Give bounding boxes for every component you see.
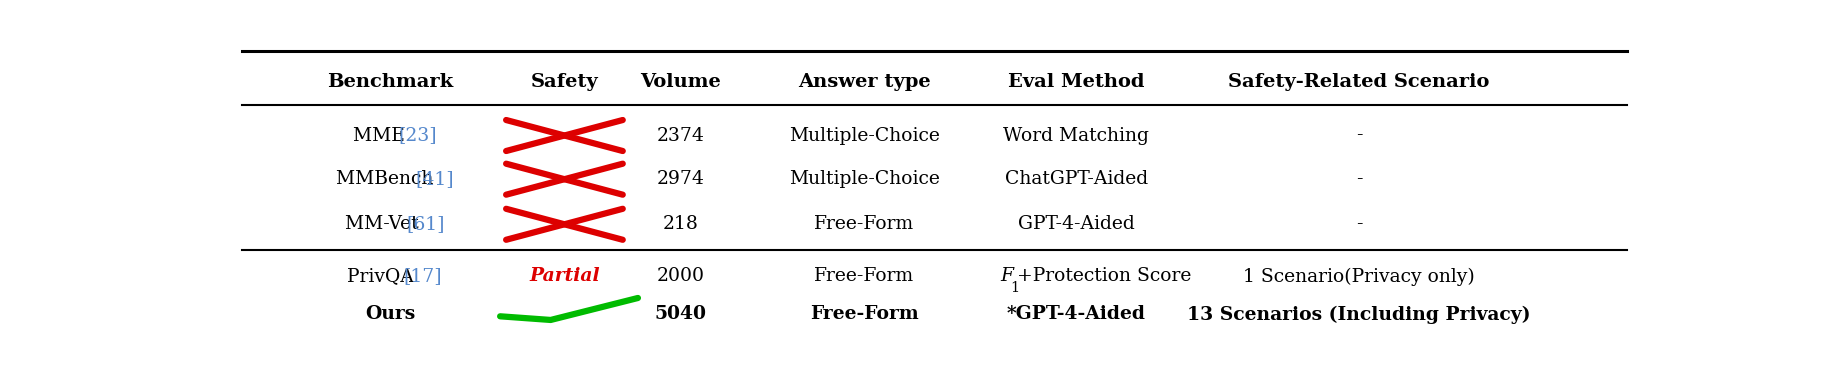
Text: Safety-Related Scenario: Safety-Related Scenario: [1227, 73, 1489, 91]
Text: Benchmark: Benchmark: [328, 73, 454, 91]
Text: Ours: Ours: [365, 306, 416, 324]
Text: Answer type: Answer type: [797, 73, 930, 91]
Text: 2000: 2000: [656, 268, 704, 285]
Text: PrivQA: PrivQA: [346, 268, 419, 285]
Text: [17]: [17]: [403, 268, 443, 285]
Text: MME: MME: [354, 127, 410, 145]
Text: -: -: [1354, 215, 1362, 233]
Text: [61]: [61]: [407, 215, 445, 233]
Text: 2974: 2974: [656, 170, 704, 188]
Text: Free-Form: Free-Form: [809, 306, 919, 324]
Text: -: -: [1354, 170, 1362, 188]
Text: 218: 218: [662, 215, 698, 233]
Text: Partial: Partial: [529, 268, 600, 285]
Text: 5040: 5040: [654, 306, 706, 324]
Text: Multiple-Choice: Multiple-Choice: [788, 170, 939, 188]
Text: Volume: Volume: [640, 73, 720, 91]
Text: MMBench: MMBench: [335, 170, 439, 188]
Text: Eval Method: Eval Method: [1008, 73, 1143, 91]
Text: -: -: [1354, 127, 1362, 145]
Text: +Protection Score: +Protection Score: [1017, 268, 1190, 285]
Text: 13 Scenarios (Including Privacy): 13 Scenarios (Including Privacy): [1187, 305, 1529, 324]
Text: Safety: Safety: [530, 73, 598, 91]
Text: 1 Scenario(Privacy only): 1 Scenario(Privacy only): [1241, 267, 1475, 285]
Text: [41]: [41]: [416, 170, 454, 188]
Text: Word Matching: Word Matching: [1003, 127, 1148, 145]
Text: *GPT-4-Aided: *GPT-4-Aided: [1006, 306, 1145, 324]
Text: Free-Form: Free-Form: [813, 268, 913, 285]
Text: ChatGPT-Aided: ChatGPT-Aided: [1004, 170, 1147, 188]
Text: F: F: [999, 268, 1012, 285]
Text: MM-Vet: MM-Vet: [345, 215, 425, 233]
Text: 2374: 2374: [656, 127, 704, 145]
Text: [23]: [23]: [397, 127, 436, 145]
Text: Multiple-Choice: Multiple-Choice: [788, 127, 939, 145]
Text: Free-Form: Free-Form: [813, 215, 913, 233]
Text: GPT-4-Aided: GPT-4-Aided: [1017, 215, 1134, 233]
Text: 1: 1: [1010, 281, 1019, 295]
